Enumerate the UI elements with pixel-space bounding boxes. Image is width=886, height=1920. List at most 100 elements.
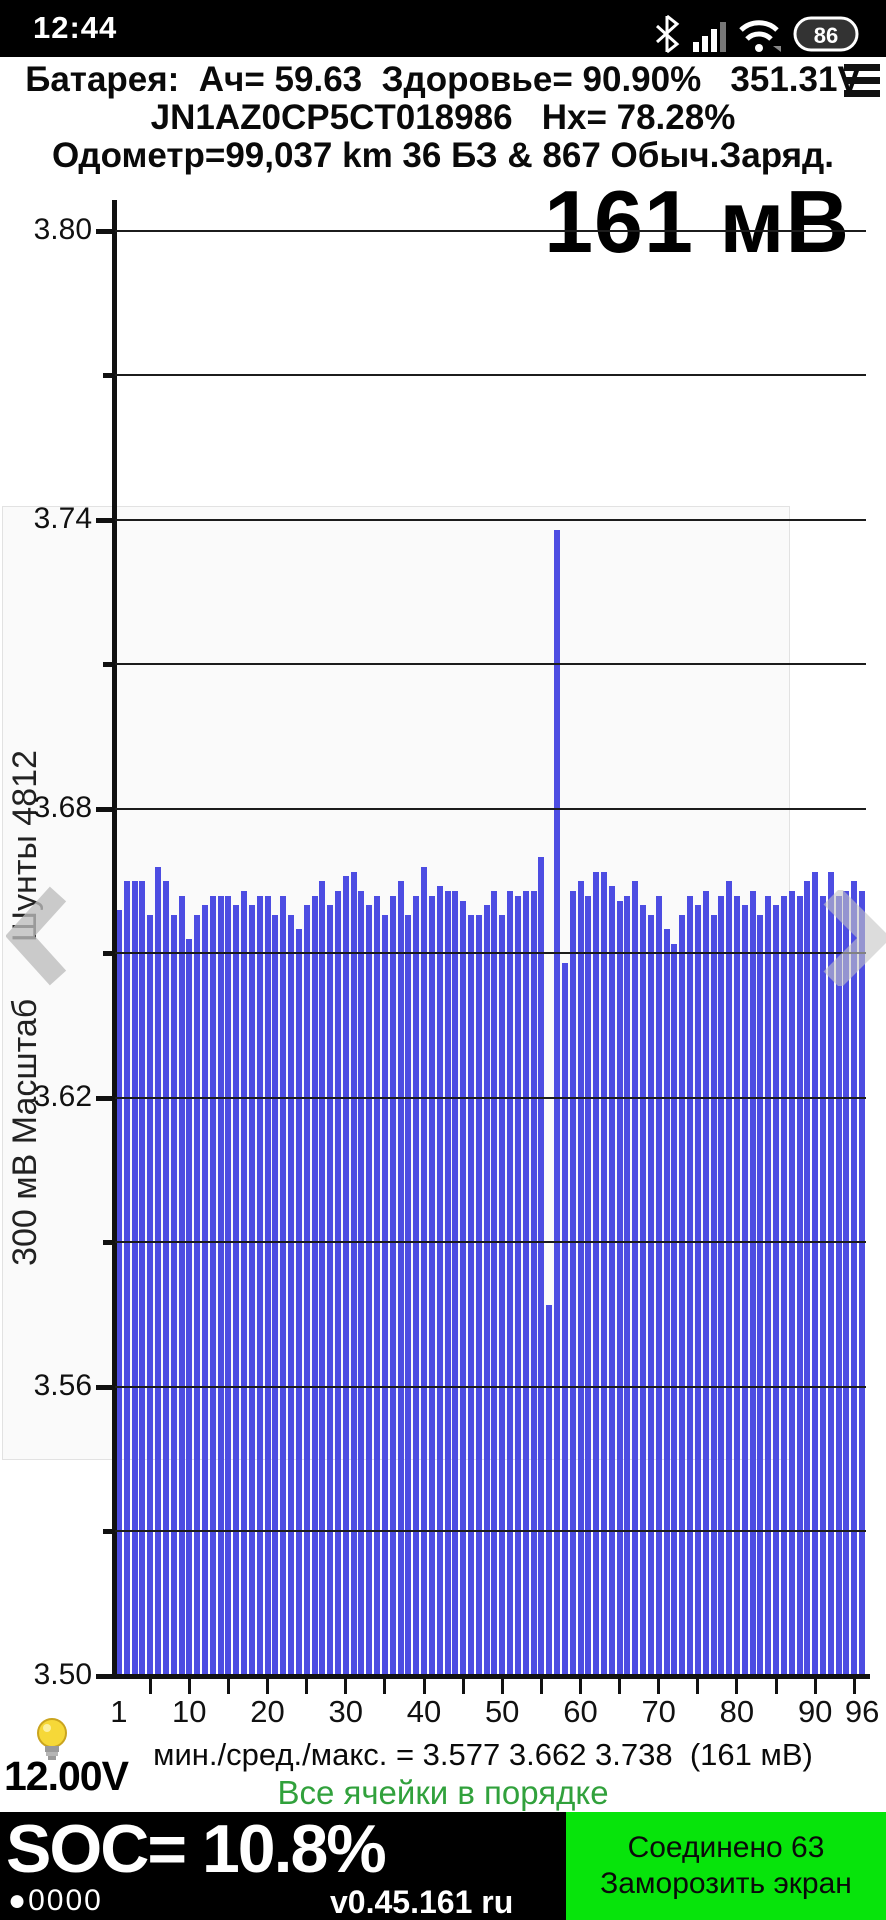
next-screen-chevron-icon[interactable] xyxy=(820,890,886,986)
y-tick xyxy=(96,807,115,812)
cell-bar xyxy=(733,895,740,1676)
cell-bar xyxy=(749,890,756,1676)
cell-bar xyxy=(499,915,506,1676)
odometer-line: Одометр=99,037 km 36 БЗ & 867 Обыч.Заряд… xyxy=(52,136,834,175)
x-tick xyxy=(461,1679,465,1694)
x-tick xyxy=(618,1679,622,1694)
min-avg-max-stats: мин./сред./макс. = 3.577 3.662 3.738 (16… xyxy=(153,1737,813,1772)
cell-bar xyxy=(366,905,373,1676)
cell-bar xyxy=(780,895,787,1676)
x-tick xyxy=(852,1679,856,1694)
x-tick xyxy=(774,1679,778,1694)
x-tick xyxy=(500,1679,504,1694)
cell-bar xyxy=(687,895,693,1676)
cell-bar xyxy=(374,895,381,1676)
cell-bar xyxy=(632,881,639,1676)
gridline xyxy=(115,374,866,376)
cell-bar xyxy=(647,915,654,1676)
gridline xyxy=(115,952,866,954)
cell-bar xyxy=(139,881,146,1676)
cell-bar xyxy=(554,529,560,1676)
cell-bar xyxy=(288,915,294,1676)
cell-bar xyxy=(115,910,122,1676)
cell-bar xyxy=(241,890,248,1676)
status-bar xyxy=(0,0,886,57)
cell-bar xyxy=(577,881,584,1676)
cell-bar xyxy=(131,881,138,1676)
cell-bar xyxy=(600,871,607,1676)
wifi-icon xyxy=(739,20,781,52)
x-tick xyxy=(813,1679,817,1694)
cell-bar xyxy=(546,1305,553,1676)
cell-bar xyxy=(460,900,467,1676)
y-tick xyxy=(96,1674,115,1679)
y-tick xyxy=(103,951,115,956)
cell-bar xyxy=(812,871,819,1676)
cell-bar xyxy=(710,915,717,1676)
cell-bar xyxy=(624,895,631,1676)
cell-bar xyxy=(765,895,772,1676)
x-tick xyxy=(148,1679,152,1694)
cell-bar xyxy=(655,895,662,1676)
cell-bar xyxy=(428,895,435,1676)
x-tick xyxy=(735,1679,739,1694)
x-tick xyxy=(226,1679,230,1694)
x-tick xyxy=(344,1679,348,1694)
hamburger-menu-icon[interactable] xyxy=(844,64,880,98)
gridline xyxy=(115,663,866,665)
cell-bar xyxy=(342,876,349,1676)
headlight-bulb-icon[interactable] xyxy=(33,1718,71,1770)
y-tick-label: 3.56 xyxy=(33,1369,92,1402)
cell-bar xyxy=(147,915,154,1676)
cell-bar xyxy=(256,895,263,1676)
y-tick-label: 3.74 xyxy=(33,502,92,535)
x-tick xyxy=(579,1679,582,1694)
cell-bar xyxy=(397,881,404,1676)
x-tick-label: 70 xyxy=(641,1694,676,1729)
x-tick-label: 96 xyxy=(844,1694,880,1729)
clock: 12:44 xyxy=(33,10,118,45)
x-tick xyxy=(422,1679,426,1694)
gridline xyxy=(115,1386,866,1388)
cell-bar xyxy=(209,895,216,1676)
cell-bar xyxy=(421,866,427,1676)
gridline xyxy=(115,808,866,810)
reading-indicator-dots: ●0000 xyxy=(8,1884,103,1917)
cell-bar xyxy=(311,895,318,1676)
freeze-screen-button[interactable]: Соединено 63 Заморозить экран xyxy=(566,1812,886,1920)
cell-bar xyxy=(248,905,255,1676)
cell-bar xyxy=(413,895,420,1676)
aux-battery-voltage: 12.00V xyxy=(4,1753,129,1799)
y-axis-line xyxy=(112,200,117,1679)
cell-bar xyxy=(804,881,811,1676)
cell-bar xyxy=(859,890,866,1676)
soc-value: SOC= 10.8% xyxy=(6,1811,387,1887)
svg-text:86: 86 xyxy=(814,23,838,48)
cell-bar xyxy=(507,890,514,1676)
signal-icon xyxy=(693,22,726,52)
cell-bar xyxy=(640,905,646,1676)
connected-count-label: Соединено 63 xyxy=(627,1831,825,1864)
cell-bar xyxy=(162,881,169,1676)
previous-screen-chevron-icon[interactable] xyxy=(6,886,68,986)
cell-bar xyxy=(389,895,396,1676)
x-tick-label: 1 xyxy=(110,1694,128,1729)
cell-bar xyxy=(319,881,326,1676)
cell-bar xyxy=(350,871,357,1676)
vin-hx-line: JN1AZ0CP5CT018986 Hx= 78.28% xyxy=(150,98,736,137)
gridline xyxy=(115,1241,866,1243)
gridline xyxy=(115,519,866,521)
x-tick-label: 40 xyxy=(406,1694,442,1729)
cell-bar xyxy=(452,890,459,1676)
x-tick-label: 50 xyxy=(484,1694,520,1729)
cell-bar xyxy=(835,895,842,1676)
app-version: v0.45.161 ru xyxy=(330,1884,514,1920)
cells-ok-status: Все ячейки в порядке xyxy=(277,1774,609,1811)
y-tick xyxy=(103,662,115,667)
x-tick-label: 60 xyxy=(563,1694,598,1729)
y-tick-label: 3.80 xyxy=(33,213,92,246)
y-tick xyxy=(103,1529,115,1534)
y-tick xyxy=(96,229,115,234)
y-tick-label: 3.68 xyxy=(33,791,92,824)
cell-bar xyxy=(726,881,733,1676)
